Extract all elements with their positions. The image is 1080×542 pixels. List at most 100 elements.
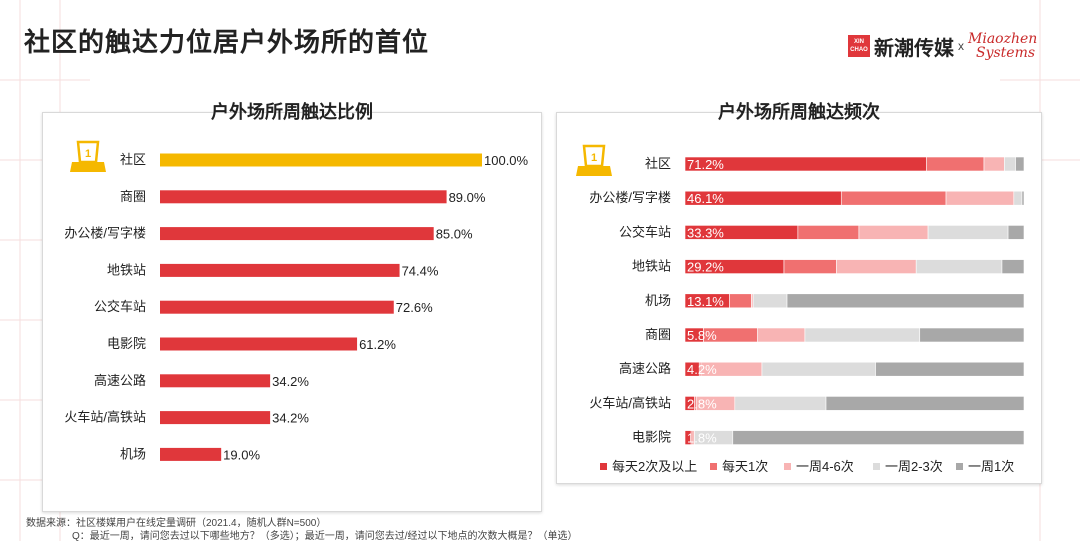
value-label: 72.6% [396, 300, 433, 315]
category-label: 地铁站 [107, 262, 146, 277]
stack-segment [1021, 190, 1025, 206]
value-label: 29.2% [687, 260, 724, 275]
footnote-question: Q：最近一周，请问您去过以下哪些地方？（多选）；最近一周，请问您去过/经过以下地… [72, 531, 578, 542]
value-label: 34.2% [272, 374, 309, 389]
partner-logo-line2: Systems [976, 45, 1036, 61]
category-label: 公交车站 [94, 299, 146, 314]
stack-segment [915, 259, 1003, 274]
legend-label: 一周1次 [968, 459, 1014, 474]
value-label: 74.4% [402, 263, 439, 278]
stack-segment [927, 225, 1009, 240]
stack-segment [858, 225, 929, 240]
rank-number: 1 [85, 148, 91, 160]
stack-segment [732, 430, 1025, 445]
category-label: 火车站/高铁站 [64, 410, 146, 425]
category-label: 商圈 [645, 327, 671, 342]
bar [160, 374, 271, 388]
stack-segment [983, 156, 1005, 172]
bar [160, 411, 271, 425]
value-label: 46.1% [687, 191, 724, 206]
stack-segment [1004, 156, 1016, 172]
category-label: 办公楼/写字楼 [589, 190, 671, 205]
logo-badge-line2: CHAO [850, 47, 868, 53]
value-label: 2.8% [687, 396, 717, 411]
category-label: 社区 [120, 152, 146, 167]
value-label: 85.0% [436, 227, 473, 242]
logo-badge-line1: XIN [853, 39, 864, 45]
bar [160, 227, 434, 241]
bar [160, 337, 358, 351]
stack-segment [761, 361, 876, 377]
category-label: 电影院 [632, 430, 671, 445]
stack-segment [926, 156, 985, 172]
reach-chart-title: 户外场所周触达比例 [211, 102, 373, 122]
category-label: 社区 [645, 156, 671, 171]
stack-segment [875, 361, 1025, 377]
category-label: 地铁站 [632, 259, 671, 274]
value-label: 5.8% [687, 328, 717, 343]
legend-swatch [600, 463, 607, 470]
value-label: 19.0% [223, 447, 260, 462]
category-label: 机场 [120, 446, 146, 461]
value-label: 61.2% [359, 337, 396, 352]
category-label: 高速公路 [94, 373, 146, 388]
trophy-cup [582, 144, 606, 168]
bar [160, 447, 222, 461]
category-label: 电影院 [107, 336, 146, 351]
trophy-cup [76, 140, 100, 164]
stack-segment [783, 259, 837, 274]
category-label: 火车站/高铁站 [589, 395, 671, 410]
logo-name: 新潮传媒 [874, 37, 954, 60]
category-label: 商圈 [120, 189, 146, 204]
logo-separator: x [958, 39, 964, 53]
value-label: 33.3% [687, 225, 724, 240]
stack-segment [840, 190, 947, 206]
trophy-base [70, 162, 106, 172]
value-label: 71.2% [687, 157, 724, 172]
brand-logo: XIN CHAO 新潮传媒 x Miaozhen Systems [848, 30, 1037, 62]
rank-1-trophy-icon: 1 [70, 140, 106, 172]
reach-chart: 社区 100.0% 商圈 89.0% 办公楼/写字楼 85.0% 地铁站 74.4% 公交车站 7… [64, 140, 529, 462]
value-label: 100.0% [484, 153, 529, 168]
legend-label: 每天1次 [722, 459, 768, 474]
legend-label: 一周4-6次 [796, 459, 854, 474]
stack-segment [1007, 225, 1025, 240]
page-title: 社区的触达力位居户外场所的首位 [24, 27, 430, 57]
stack-segment [734, 396, 827, 411]
stack-segment [1013, 190, 1023, 206]
category-label: 机场 [645, 293, 671, 308]
trophy-base [576, 166, 612, 176]
stack-segment [919, 327, 1025, 343]
category-label: 公交车站 [619, 224, 671, 239]
category-label: 办公楼/写字楼 [64, 226, 146, 241]
value-label: 1.8% [687, 431, 717, 446]
logo-badge: XIN CHAO [848, 35, 870, 57]
legend: 每天2次及以上 每天1次 一周4-6次 一周2-3次 一周1次 [600, 459, 1014, 474]
stack-segment [729, 293, 752, 309]
bar [160, 153, 482, 167]
stack-segment [1001, 259, 1025, 274]
value-label: 89.0% [449, 190, 486, 205]
legend-swatch [873, 463, 880, 470]
footnote-source: 数据来源：社区楼媒用户在线定量调研（2021.4，随机人群N=500） [26, 518, 327, 529]
stack-segment [945, 190, 1015, 206]
partner-logo: Miaozhen Systems [968, 32, 1037, 60]
legend-swatch [956, 463, 963, 470]
value-label: 4.2% [687, 362, 717, 377]
bar [160, 263, 400, 277]
value-label: 34.2% [272, 411, 309, 426]
stack-segment [786, 293, 1025, 309]
legend-swatch [710, 463, 717, 470]
legend-label: 每天2次及以上 [612, 459, 697, 474]
stack-segment [825, 396, 1025, 411]
category-label: 高速公路 [619, 361, 671, 376]
bar [160, 190, 447, 204]
rank-number: 1 [591, 152, 597, 164]
frequency-chart: 社区 71.2% 办公楼/写字楼 46.1% 公交车站 33.3% 地铁站 29.2% 机场 13… [576, 144, 1025, 474]
stack-segment [1015, 156, 1025, 172]
bar [160, 300, 394, 314]
legend-label: 一周2-3次 [885, 459, 943, 474]
frequency-chart-title: 户外场所周触达频次 [718, 102, 880, 122]
legend-swatch [784, 463, 791, 470]
rank-1-trophy-icon: 1 [576, 144, 612, 176]
